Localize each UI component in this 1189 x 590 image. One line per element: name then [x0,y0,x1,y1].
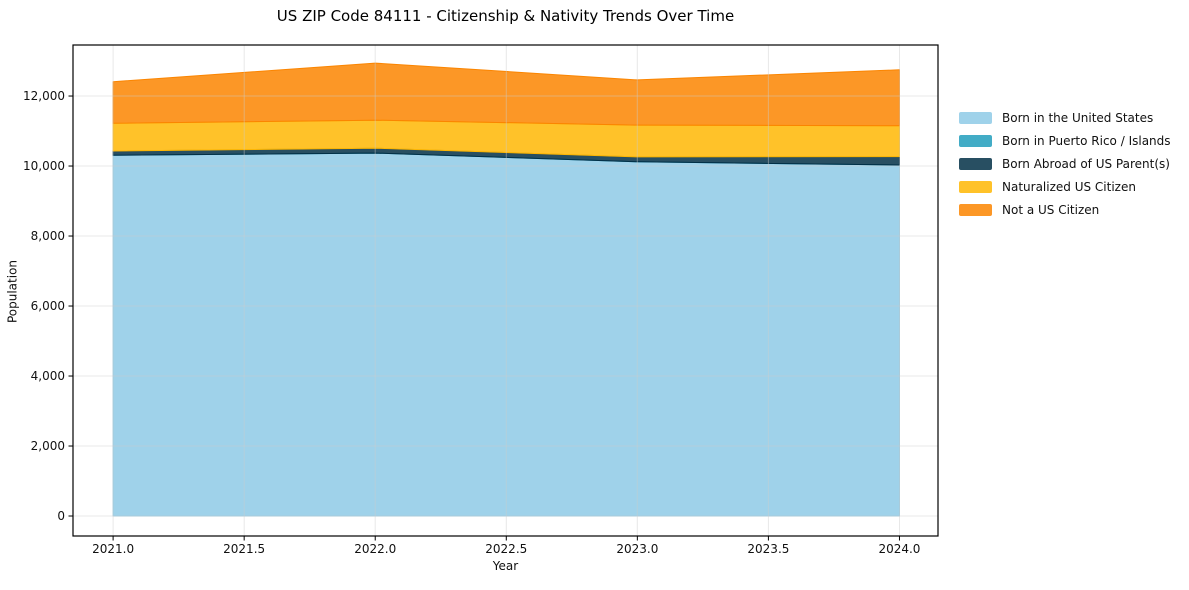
legend-label: Not a US Citizen [1002,202,1100,217]
y-tick-label: 2,000 [31,439,65,453]
legend-item: Naturalized US Citizen [959,175,1171,198]
legend-swatch [959,111,992,124]
y-tick-label: 10,000 [23,159,65,173]
legend-item: Born in Puerto Rico / Islands [959,129,1171,152]
y-tick-label: 8,000 [31,229,65,243]
x-tick-label: 2021.0 [92,542,134,556]
area-series [112,62,900,127]
y-tick-label: 6,000 [31,299,65,313]
legend-label: Naturalized US Citizen [1002,179,1136,194]
legend-item: Born in the United States [959,106,1171,129]
legend-swatch [959,180,992,193]
legend-label: Born in Puerto Rico / Islands [1002,133,1171,148]
x-tick-label: 2023.0 [616,542,658,556]
axes-box [72,44,939,537]
legend: Born in the United States Born in Puerto … [959,106,1171,221]
legend-item: Not a US Citizen [959,198,1171,221]
chart-title: US ZIP Code 84111 - Citizenship & Nativi… [276,7,735,25]
legend-swatch [959,134,992,147]
x-tick-label: 2024.0 [878,542,920,556]
x-tick-label: 2021.5 [223,542,265,556]
y-tick-label: 4,000 [31,369,65,383]
legend-label: Born Abroad of US Parent(s) [1002,156,1170,171]
legend-swatch [959,203,992,216]
x-tick-label: 2023.5 [747,542,789,556]
legend-item: Born Abroad of US Parent(s) [959,152,1171,175]
legend-label: Born in the United States [1002,110,1154,125]
y-tick-label: 12,000 [23,89,65,103]
y-tick-label: 0 [57,509,65,523]
y-axis-label: Population [5,259,20,324]
x-tick-label: 2022.0 [354,542,396,556]
x-axis-label: Year [492,559,519,573]
x-tick-label: 2022.5 [485,542,527,556]
legend-swatch [959,157,992,170]
